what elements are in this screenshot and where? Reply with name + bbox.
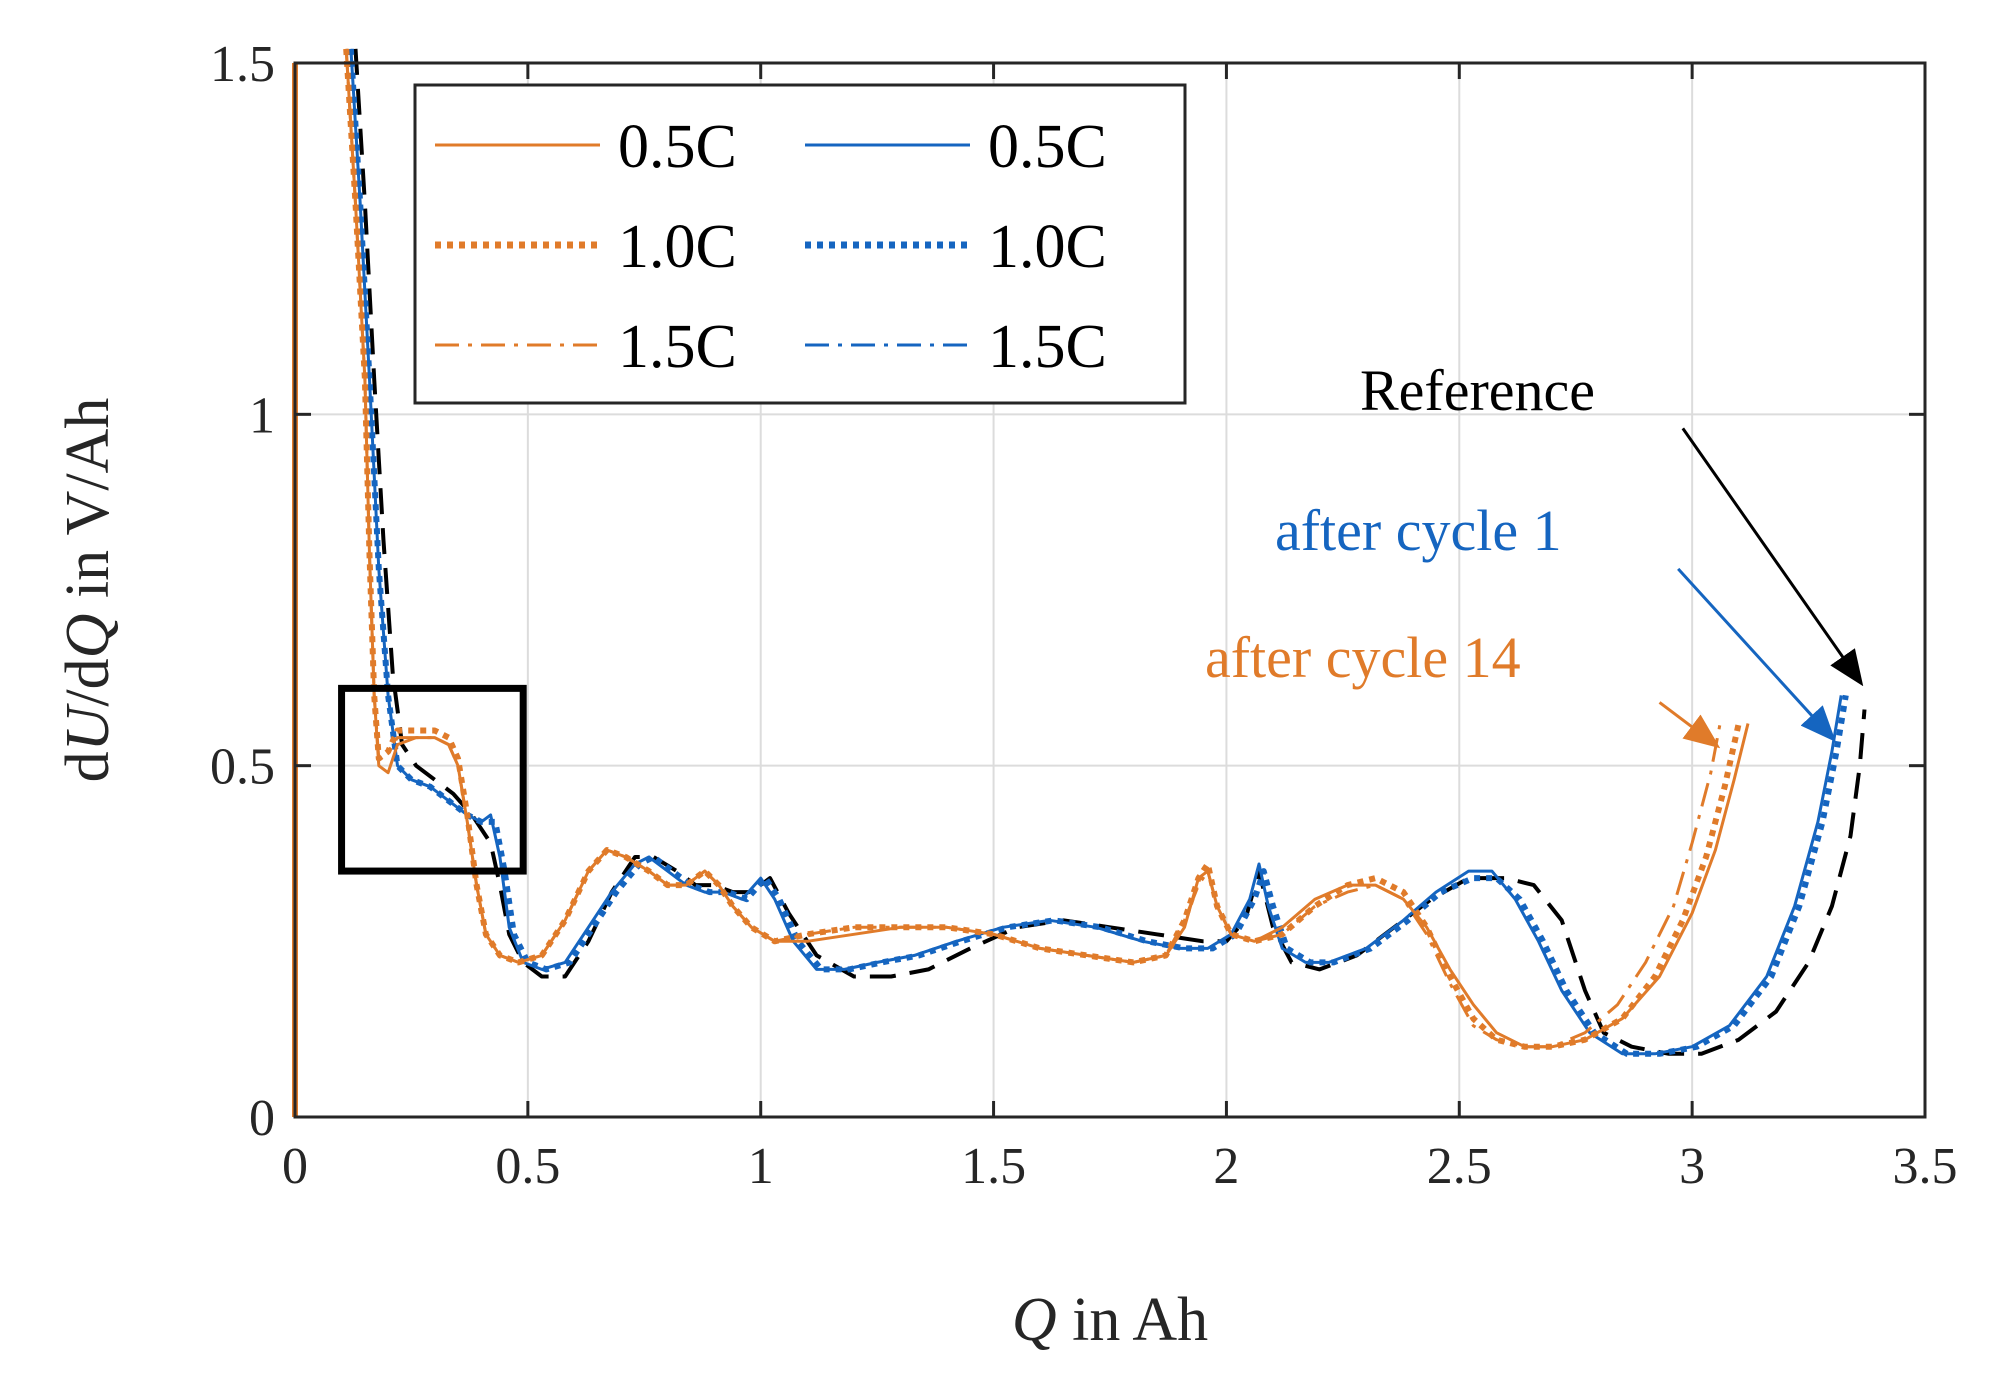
legend-label: 1.0C [988,213,1107,281]
axes-frame [293,61,1927,1119]
annotation-arrow [1677,567,1836,742]
x-tick-label: 1.5 [961,1138,1026,1195]
series-line [344,48,1722,1049]
legend-label: 0.5C [618,113,737,181]
annotation-label: Reference [1360,358,1595,423]
series-line [349,48,1843,1056]
plot-frame [293,61,1927,1119]
x-tick-label: 0 [282,1138,308,1195]
annotation-arrow [1681,427,1864,687]
x-tick-label: 2 [1213,1138,1239,1195]
legend-label: 1.0C [618,213,737,281]
annotation-arrow [1658,701,1721,749]
annotations: Reference after cycle 1 after cycle 14 [1205,358,1864,749]
series-line [347,48,1849,1057]
y-axis-label: dU/dQ in V/Ah [54,398,122,783]
legend-label: 1.5C [988,313,1107,381]
legend-label: 1.5C [618,313,737,381]
legend: 0.5C 0.5C 1.0C 1.0C 1.5C 1.5C [413,83,1187,405]
x-tick-label: 3 [1679,1138,1705,1195]
x-tick-label: 2.5 [1427,1138,1492,1195]
tick-labels: 0 0.5 1 1.5 2 2.5 3 3.5 0 0.5 1 1.5 [210,36,1958,1195]
x-tick-label: 3.5 [1893,1138,1958,1195]
series-line [343,48,1742,1050]
y-tick-label: 0 [249,1090,275,1147]
x-tick-label: 1 [748,1138,774,1195]
series-line [353,48,1867,1056]
annotation-label: after cycle 14 [1205,625,1521,690]
series-layer [343,48,1867,1057]
y-tick-label: 0.5 [210,739,275,796]
x-tick-label: 0.5 [495,1138,560,1195]
legend-label: 0.5C [988,113,1107,181]
y-tick-label: 1 [249,387,275,444]
y-tick-label: 1.5 [210,36,275,93]
inset-highlight-box [338,684,527,875]
annotation-label: after cycle 1 [1275,498,1562,563]
x-axis-label: Q in Ah [1012,1286,1208,1354]
